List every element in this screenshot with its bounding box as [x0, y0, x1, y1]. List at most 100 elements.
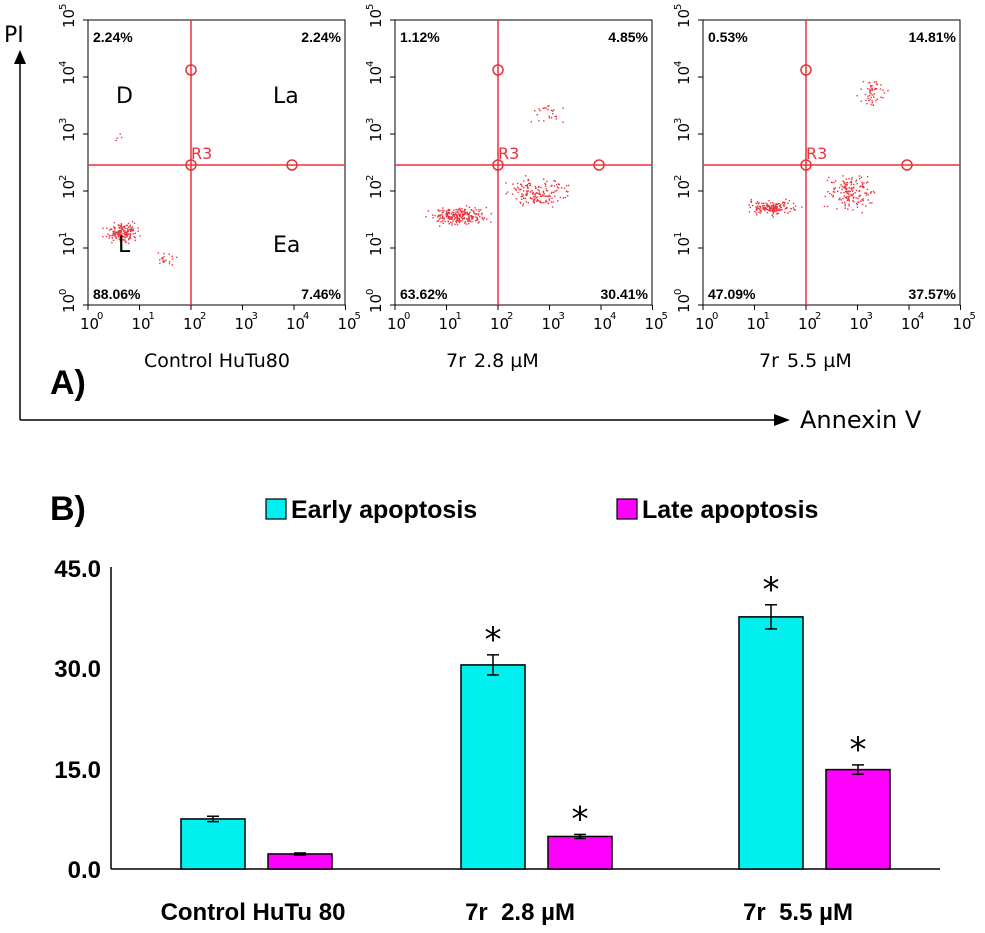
flow-dot: [887, 89, 889, 92]
flow-dot: [106, 227, 108, 229]
flow-dot: [750, 200, 753, 203]
flow-dot: [133, 236, 135, 238]
flow-dot: [775, 209, 777, 211]
flow-dot: [567, 191, 569, 193]
plot-caption-compound: 7r: [759, 350, 779, 372]
flow-dot: [843, 195, 845, 197]
gate-center-handle-icon: [185, 159, 197, 171]
flow-dot: [128, 238, 130, 240]
flow-dot: [115, 237, 117, 240]
flow-dot: [776, 208, 778, 210]
flow-dot: [537, 186, 540, 188]
flow-dot: [122, 239, 125, 241]
flow-dot: [860, 200, 862, 202]
flow-dot: [536, 114, 538, 116]
flow-dot: [458, 217, 461, 220]
gate-label: R3: [806, 144, 827, 163]
flow-dot: [758, 211, 760, 213]
flow-dot: [119, 231, 121, 233]
flow-dot: [772, 213, 774, 215]
flow-dot: [124, 239, 126, 242]
flow-dot: [525, 184, 527, 187]
flow-dot: [832, 196, 834, 198]
flow-dot: [446, 212, 449, 214]
y-tick-label: 10: [367, 66, 385, 85]
flow-dot: [845, 184, 848, 186]
x-tick-exponent: 4: [610, 311, 616, 322]
flow-dot: [464, 222, 466, 224]
flow-dot: [853, 183, 855, 186]
flow-dot: [108, 235, 110, 237]
flow-dot: [134, 232, 136, 234]
gate-label: R3: [191, 144, 212, 163]
flow-dot: [865, 205, 867, 207]
flow-dot: [457, 220, 459, 222]
flow-dot: [778, 208, 780, 210]
flow-dot: [448, 209, 450, 211]
flow-dot: [447, 220, 450, 223]
flow-dot: [536, 196, 538, 198]
flow-dot: [543, 120, 545, 122]
flow-dot: [462, 218, 464, 220]
flow-dot: [567, 184, 570, 187]
flow-dot: [437, 216, 439, 218]
flow-dot: [127, 226, 130, 228]
flow-dot: [159, 259, 161, 261]
x-tick-exponent: 3: [252, 311, 258, 322]
flow-dot: [448, 211, 451, 213]
flow-dot: [483, 217, 486, 219]
flow-dot: [826, 205, 829, 208]
flow-dot: [459, 220, 462, 222]
flow-dot: [872, 104, 874, 106]
flow-dot: [517, 182, 519, 185]
flow-dot: [770, 202, 772, 204]
y-tick-exponent: 0: [365, 289, 376, 295]
flow-dot: [461, 211, 463, 213]
flow-dot: [783, 201, 785, 204]
flow-dot: [131, 221, 134, 223]
flow-dot: [478, 209, 480, 211]
flow-dot: [780, 203, 782, 206]
flow-dot: [511, 193, 514, 195]
flow-dot: [481, 212, 483, 214]
flow-dot: [467, 220, 469, 222]
flow-dot: [788, 200, 791, 202]
flow-dot: [559, 196, 562, 199]
flow-dot: [869, 90, 871, 92]
flow-dot: [872, 190, 875, 193]
flow-dot: [782, 202, 784, 204]
flow-dot: [459, 209, 462, 212]
flow-dot: [557, 183, 560, 185]
flow-dot: [838, 187, 841, 189]
flow-dot: [765, 204, 768, 207]
flow-dot: [880, 96, 882, 98]
y-tick-label: 10: [675, 294, 693, 313]
flow-dot: [775, 210, 778, 212]
flow-dot: [787, 202, 789, 204]
flow-dot: [555, 115, 557, 118]
flow-dot: [870, 84, 872, 87]
flow-dot: [870, 191, 872, 193]
flow-dot: [850, 178, 853, 181]
flow-dot: [122, 229, 124, 231]
flow-dot: [845, 188, 848, 191]
flow-dot: [758, 208, 760, 210]
flow-dot: [442, 211, 445, 213]
flow-dot: [867, 181, 869, 183]
flow-dot: [856, 203, 858, 206]
flow-dot: [845, 196, 847, 199]
flow-dot: [449, 221, 452, 223]
quadrant-percent-ll: 88.06%: [93, 286, 141, 302]
flow-dot: [824, 195, 826, 198]
flow-dot: [168, 253, 170, 255]
flow-dot: [826, 179, 829, 182]
flow-dot: [453, 218, 455, 221]
flow-dot: [538, 190, 540, 192]
flow-dot: [861, 212, 863, 214]
y-tick-label: 10: [60, 237, 78, 256]
flow-dot: [762, 202, 765, 204]
y-tick-exponent: 3: [673, 118, 684, 124]
flow-dot: [774, 210, 776, 212]
flow-dot: [846, 195, 848, 198]
flow-dot: [163, 256, 165, 258]
